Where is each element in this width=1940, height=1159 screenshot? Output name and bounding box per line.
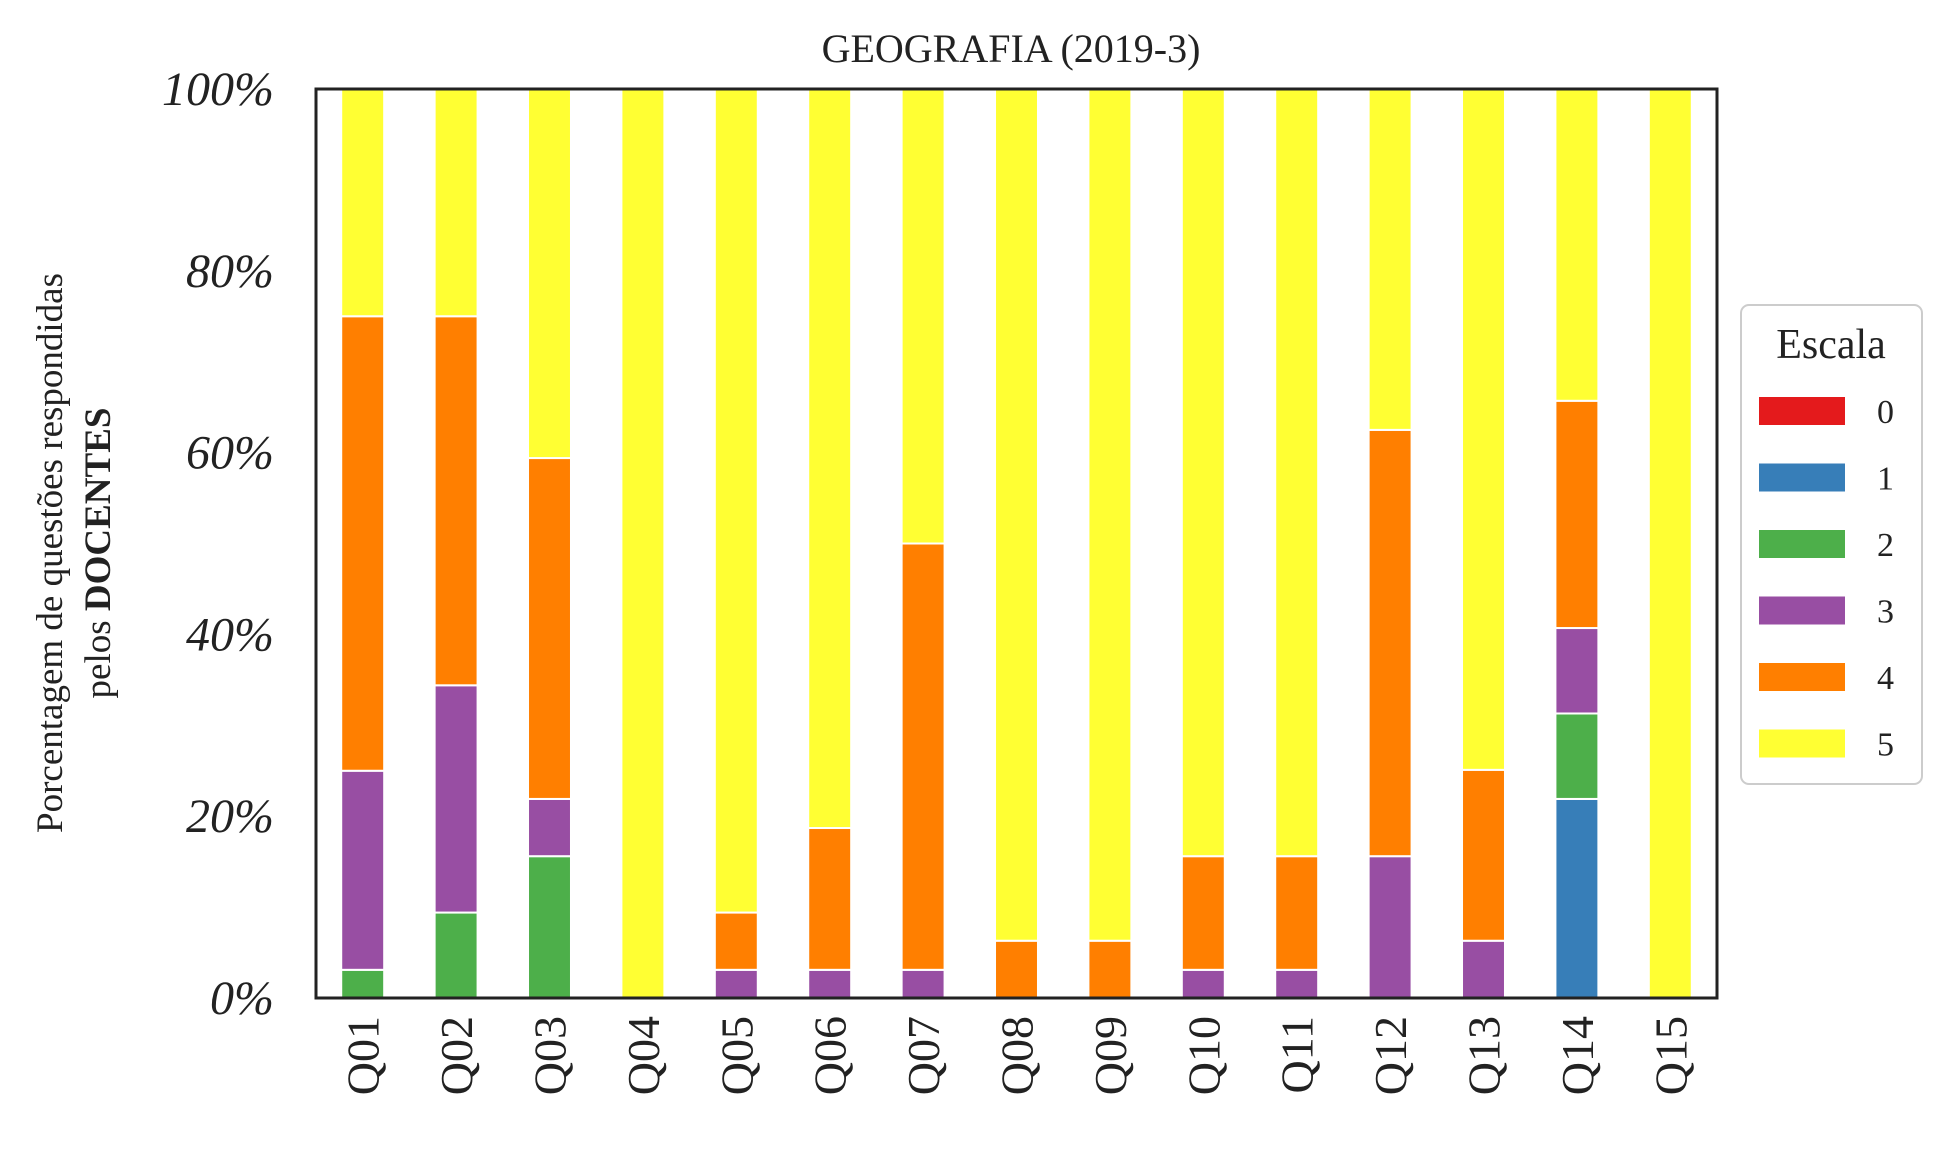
- legend-items: 0 1 2 3 4 5: [1759, 394, 1894, 764]
- x-tick-label-q09: Q09: [1085, 1016, 1136, 1095]
- x-tick-label-q12: Q12: [1365, 1016, 1416, 1095]
- legend-label-5: 5: [1877, 727, 1894, 764]
- bar-segment-q15-scale-5: [1647, 88, 1693, 999]
- bar-segment-q14-scale-2: [1554, 712, 1600, 800]
- bar-segment-q01-scale-5: [340, 88, 386, 318]
- x-tick-label-q07: Q07: [898, 1016, 949, 1095]
- y-axis-label-bold: DOCENTES: [78, 408, 119, 612]
- legend: Escala 0 1 2 3 4 5: [1740, 304, 1923, 785]
- x-tick-label-q13: Q13: [1459, 1016, 1510, 1095]
- bar-segment-q01-scale-4: [340, 315, 386, 772]
- x-ticks: Q01 Q02 Q03 Q04 Q05 Q06 Q07 Q08 Q09 Q10 Q11 Q12 Q13 Q…: [338, 1016, 1697, 1095]
- bars-group: [340, 88, 1693, 1000]
- bar-segment-q12-scale-4: [1367, 428, 1413, 858]
- y-ticks: 0% 20% 40% 60% 80% 100%: [162, 63, 274, 1025]
- y-tick-label-0: 0%: [210, 972, 274, 1025]
- bar-segment-q05-scale-3: [713, 968, 759, 999]
- x-tick-label-q01: Q01: [338, 1016, 389, 1095]
- y-axis-label-line2: pelos DOCENTES: [78, 408, 119, 699]
- bar-segment-q14-scale-5: [1554, 88, 1600, 402]
- bar-segment-q07-scale-4: [900, 542, 946, 971]
- legend-label-4: 4: [1877, 660, 1894, 697]
- legend-swatch-2: [1759, 530, 1845, 558]
- y-tick-label-20: 20%: [186, 790, 274, 843]
- legend-swatch-5: [1759, 729, 1845, 758]
- bar-segment-q06-scale-4: [807, 827, 853, 971]
- bar-segment-q08-scale-5: [994, 88, 1039, 942]
- bar-segment-q13-scale-3: [1461, 939, 1506, 999]
- bar-segment-q06-scale-3: [807, 968, 853, 999]
- x-tick-label-q14: Q14: [1552, 1016, 1603, 1095]
- bar-segment-q13-scale-4: [1461, 768, 1506, 942]
- bar-segment-q11-scale-3: [1274, 968, 1320, 999]
- legend-swatch-3: [1759, 596, 1845, 625]
- y-axis-label: Porcentagem de questões respondidas pelo…: [30, 273, 119, 833]
- bar-segment-q10-scale-5: [1180, 88, 1226, 858]
- y-tick-label-60: 60%: [186, 427, 274, 480]
- bar-segment-q03-scale-3: [527, 797, 572, 858]
- x-tick-label-q02: Q02: [431, 1016, 482, 1095]
- x-tick-label-q15: Q15: [1645, 1016, 1696, 1095]
- bar-segment-q07-scale-3: [900, 968, 946, 999]
- y-tick-label-40: 40%: [186, 608, 274, 661]
- bar-segment-q10-scale-3: [1180, 968, 1226, 999]
- bar-segment-q01-scale-3: [340, 769, 386, 971]
- bar-segment-q11-scale-5: [1274, 88, 1320, 858]
- bar-segment-q09-scale-4: [1087, 939, 1133, 999]
- x-tick-label-q03: Q03: [525, 1016, 576, 1095]
- bar-segment-q02-scale-5: [433, 88, 479, 318]
- bar-segment-q07-scale-5: [900, 88, 946, 545]
- bar-segment-q14-scale-4: [1554, 399, 1600, 630]
- legend-swatch-0: [1759, 397, 1845, 425]
- plot-frame: [314, 87, 1719, 1000]
- bar-segment-q11-scale-4: [1274, 855, 1320, 971]
- x-tick-label-q06: Q06: [805, 1016, 856, 1095]
- legend-title: Escala: [1776, 322, 1886, 368]
- bar-segment-q12-scale-5: [1367, 88, 1413, 431]
- bar-segment-q04-scale-5: [620, 88, 666, 999]
- x-tick-label-q04: Q04: [618, 1016, 669, 1095]
- bar-segment-q02-scale-2: [433, 911, 479, 1000]
- bar-segment-q10-scale-4: [1180, 855, 1226, 971]
- legend-label-1: 1: [1877, 461, 1894, 498]
- bar-segment-q02-scale-4: [433, 315, 479, 687]
- y-axis-label-prefix: pelos: [78, 611, 119, 698]
- bar-segment-q03-scale-5: [527, 88, 572, 460]
- x-tick-label-q11: Q11: [1272, 1016, 1323, 1094]
- bar-segment-q03-scale-4: [527, 457, 572, 800]
- bar-segment-q05-scale-5: [713, 88, 759, 914]
- bar-segment-q05-scale-4: [713, 911, 759, 971]
- bar-segment-q02-scale-3: [433, 684, 479, 914]
- x-tick-label-q10: Q10: [1178, 1016, 1229, 1095]
- x-tick-label-q05: Q05: [711, 1016, 762, 1095]
- bar-segment-q06-scale-5: [807, 88, 853, 830]
- x-tick-label-q08: Q08: [992, 1016, 1043, 1095]
- legend-label-3: 3: [1877, 594, 1894, 631]
- bar-segment-q09-scale-5: [1087, 88, 1133, 942]
- chart-title: GEOGRAFIA (2019-3): [822, 26, 1201, 71]
- legend-label-0: 0: [1877, 394, 1894, 431]
- legend-swatch-4: [1759, 663, 1845, 691]
- bar-segment-q14-scale-3: [1554, 627, 1600, 715]
- bar-segment-q08-scale-4: [994, 939, 1039, 999]
- bar-segment-q01-scale-2: [340, 968, 386, 999]
- bar-segment-q14-scale-1: [1554, 797, 1600, 1000]
- y-axis-label-line1: Porcentagem de questões respondidas: [30, 273, 71, 833]
- bar-segment-q13-scale-5: [1461, 88, 1506, 771]
- bar-segment-q03-scale-2: [527, 855, 572, 999]
- y-tick-label-80: 80%: [186, 245, 274, 298]
- legend-swatch-1: [1759, 463, 1845, 492]
- legend-label-2: 2: [1877, 527, 1894, 564]
- y-tick-label-100: 100%: [162, 63, 274, 116]
- bar-segment-q12-scale-3: [1367, 855, 1413, 999]
